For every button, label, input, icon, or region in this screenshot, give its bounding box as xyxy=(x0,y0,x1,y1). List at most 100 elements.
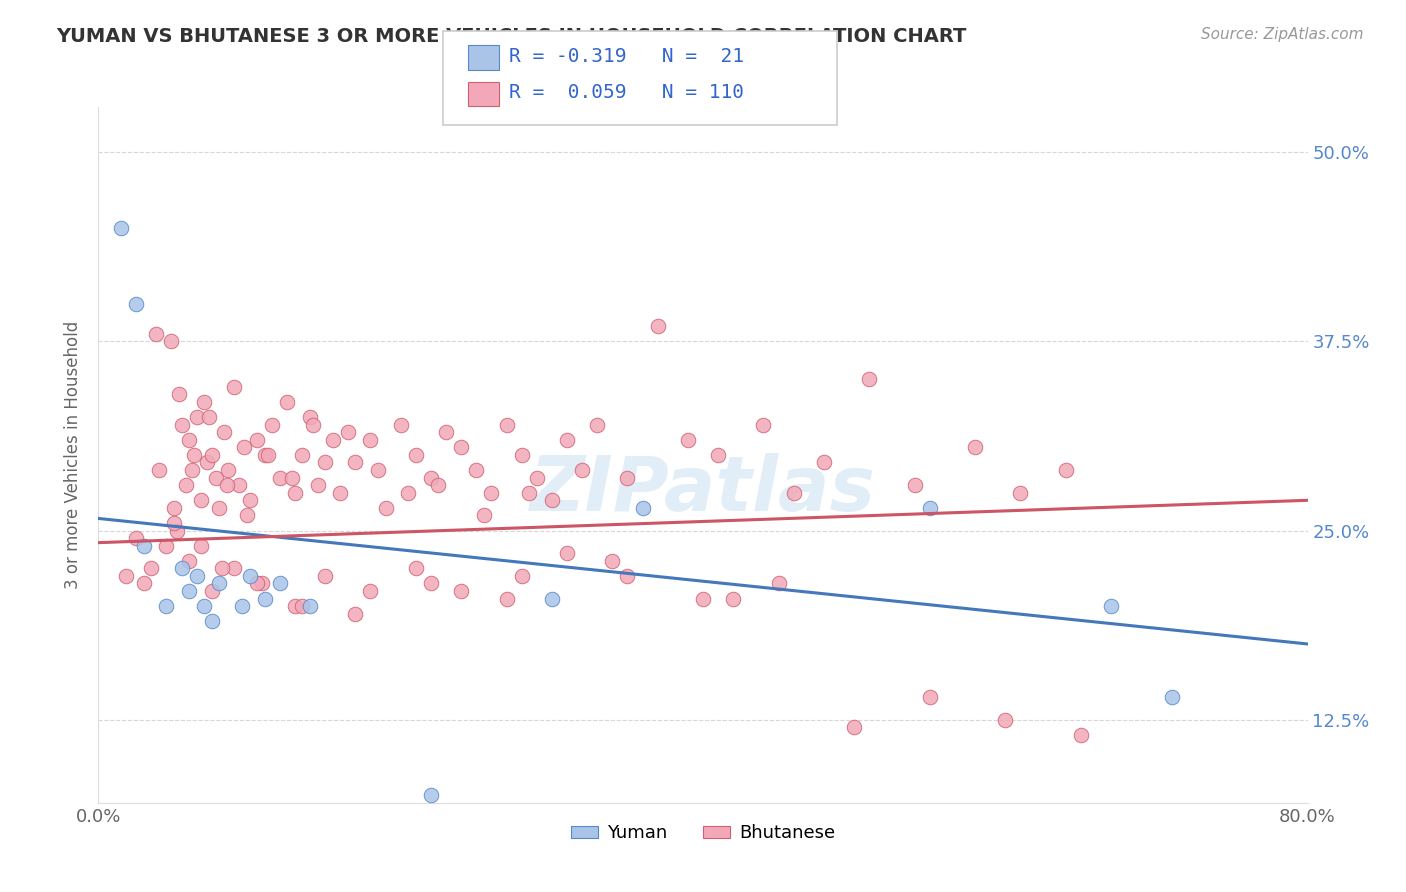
Point xyxy=(904,478,927,492)
Point xyxy=(858,372,880,386)
Point xyxy=(211,561,233,575)
Point xyxy=(186,569,208,583)
Point xyxy=(190,493,212,508)
Point xyxy=(148,463,170,477)
Point xyxy=(555,546,578,560)
Point xyxy=(450,441,472,455)
Point xyxy=(167,387,190,401)
Point xyxy=(1054,463,1077,477)
Point xyxy=(768,576,790,591)
Point xyxy=(132,576,155,591)
Point xyxy=(190,539,212,553)
Point xyxy=(420,576,443,591)
Point xyxy=(495,417,517,432)
Text: R = -0.319   N =  21: R = -0.319 N = 21 xyxy=(509,46,744,66)
Point xyxy=(616,569,638,583)
Point xyxy=(269,470,291,484)
Point xyxy=(299,599,322,614)
Y-axis label: 3 or more Vehicles in Household: 3 or more Vehicles in Household xyxy=(65,321,83,589)
Point xyxy=(284,599,307,614)
Point xyxy=(1160,690,1182,704)
Point xyxy=(322,433,344,447)
Point xyxy=(160,334,183,349)
Point xyxy=(174,478,197,492)
Point xyxy=(253,448,276,462)
Point xyxy=(110,221,132,235)
Legend: Yuman, Bhutanese: Yuman, Bhutanese xyxy=(564,817,842,849)
Point xyxy=(195,455,218,469)
Point xyxy=(201,615,224,629)
Point xyxy=(434,425,457,440)
Point xyxy=(125,296,148,310)
Point xyxy=(170,417,193,432)
Point xyxy=(405,561,427,575)
Point xyxy=(256,448,278,462)
Point xyxy=(250,576,273,591)
Point xyxy=(420,789,443,803)
Point xyxy=(965,441,987,455)
Point xyxy=(752,417,775,432)
Point xyxy=(215,478,238,492)
Point xyxy=(844,720,866,734)
Point xyxy=(360,433,382,447)
Point xyxy=(723,591,745,606)
Point xyxy=(465,463,488,477)
Point xyxy=(571,463,593,477)
Point xyxy=(193,599,215,614)
Point xyxy=(114,569,136,583)
Point xyxy=(235,508,257,523)
Point xyxy=(155,599,177,614)
Point xyxy=(224,561,246,575)
Point xyxy=(253,591,276,606)
Point xyxy=(918,690,941,704)
Point xyxy=(179,584,201,599)
Point xyxy=(510,448,533,462)
Point xyxy=(481,485,503,500)
Point xyxy=(360,584,382,599)
Point xyxy=(291,448,314,462)
Point xyxy=(208,500,231,515)
Point xyxy=(155,539,177,553)
Point xyxy=(193,395,215,409)
Point xyxy=(450,584,472,599)
Point xyxy=(201,448,224,462)
Point xyxy=(389,417,412,432)
Point xyxy=(231,599,253,614)
Point xyxy=(228,478,250,492)
Point xyxy=(540,493,562,508)
Point xyxy=(647,319,669,334)
Point xyxy=(179,433,201,447)
Point xyxy=(329,485,352,500)
Point xyxy=(692,591,714,606)
Point xyxy=(170,561,193,575)
Point xyxy=(232,441,254,455)
Point xyxy=(918,500,941,515)
Point xyxy=(1070,728,1092,742)
Point xyxy=(269,576,291,591)
Point xyxy=(405,448,427,462)
Point xyxy=(197,410,219,425)
Point xyxy=(314,569,336,583)
Point xyxy=(201,584,224,599)
Point xyxy=(602,554,624,568)
Text: Source: ZipAtlas.com: Source: ZipAtlas.com xyxy=(1201,27,1364,42)
Point xyxy=(314,455,336,469)
Point xyxy=(586,417,609,432)
Point xyxy=(205,470,228,484)
Point xyxy=(336,425,359,440)
Point xyxy=(208,576,231,591)
Point xyxy=(239,569,262,583)
Point xyxy=(262,417,284,432)
Point xyxy=(179,554,201,568)
Point xyxy=(284,485,307,500)
Point xyxy=(994,713,1017,727)
Point xyxy=(276,395,298,409)
Point xyxy=(367,463,389,477)
Point xyxy=(132,539,155,553)
Point xyxy=(224,380,246,394)
Point xyxy=(495,591,517,606)
Point xyxy=(281,470,304,484)
Point xyxy=(517,485,540,500)
Point xyxy=(186,410,208,425)
Point xyxy=(396,485,419,500)
